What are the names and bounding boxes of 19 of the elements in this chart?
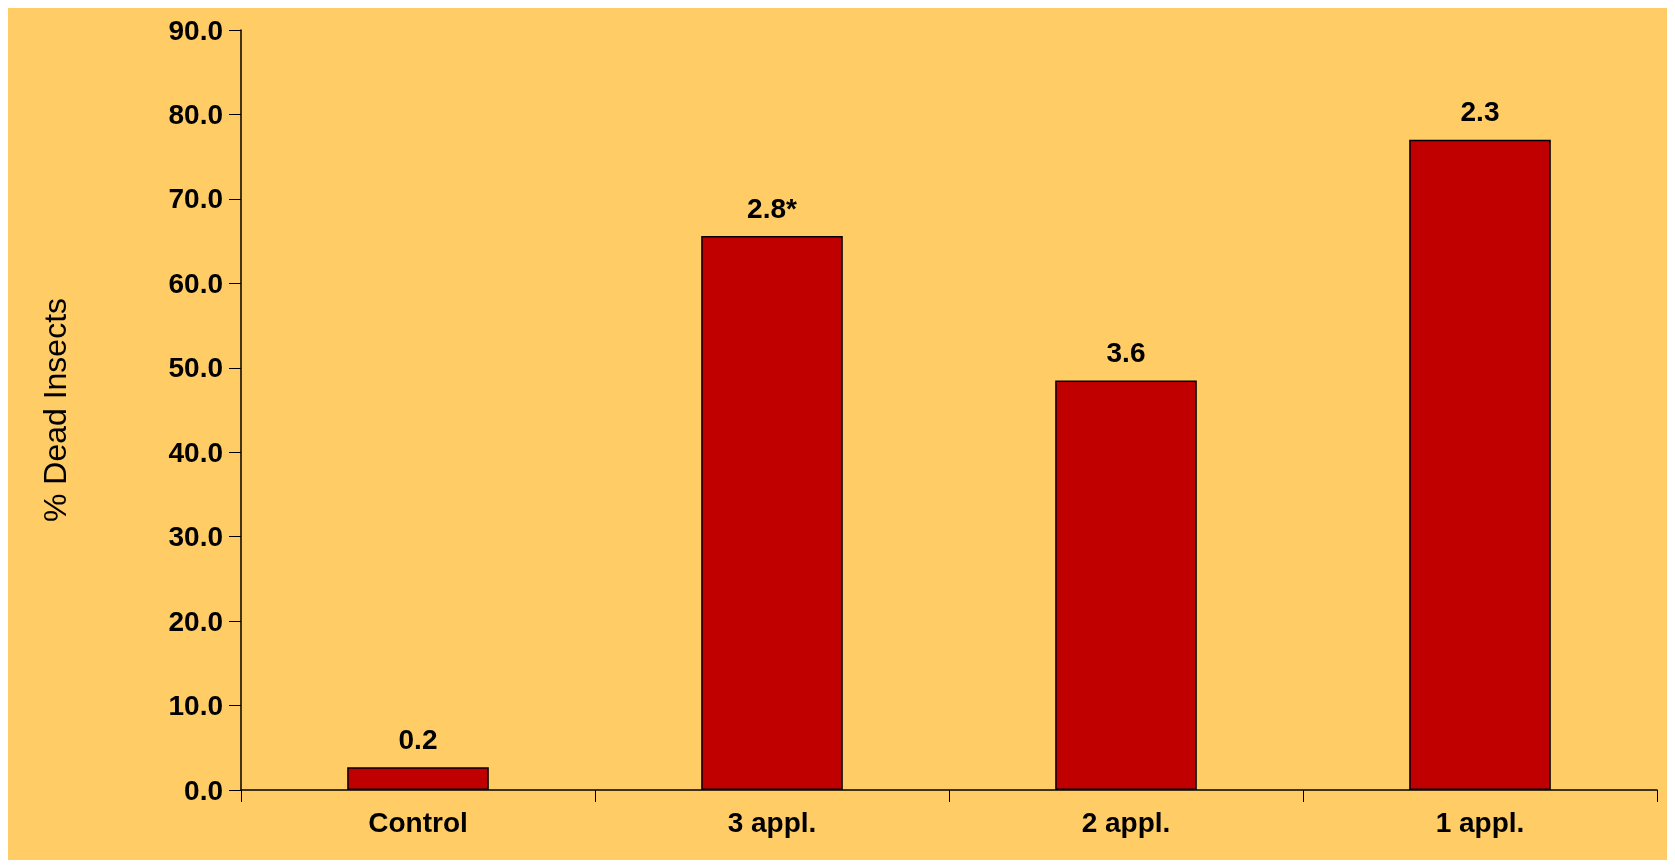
y-tick-label: 70.0 <box>168 183 223 215</box>
x-tick-label: 3 appl. <box>727 806 817 838</box>
y-tick-label: 10.0 <box>168 690 223 722</box>
y-tick-label: 80.0 <box>168 98 223 130</box>
y-tick-label: 50.0 <box>168 352 223 384</box>
annotation: 0.2 <box>398 723 438 755</box>
annotation: 2.3 <box>1460 96 1500 128</box>
x-tick-label: 2 appl. <box>1081 806 1171 838</box>
y-tick-label: 40.0 <box>168 436 223 468</box>
y-tick-label: 0.0 <box>184 774 223 806</box>
y-tick-label: 30.0 <box>168 521 223 553</box>
x-tick-label: 1 appl. <box>1435 806 1525 838</box>
x-tick-label: Control <box>368 806 468 838</box>
annotation: 3.6 <box>1106 336 1146 368</box>
y-tick-label: 20.0 <box>168 605 223 637</box>
annotation: 2.8* <box>747 192 798 224</box>
y-tick-label: 60.0 <box>168 267 223 299</box>
y-axis-title: % Dead Insects <box>37 297 73 523</box>
y-tick-label: 90.0 <box>168 14 223 46</box>
